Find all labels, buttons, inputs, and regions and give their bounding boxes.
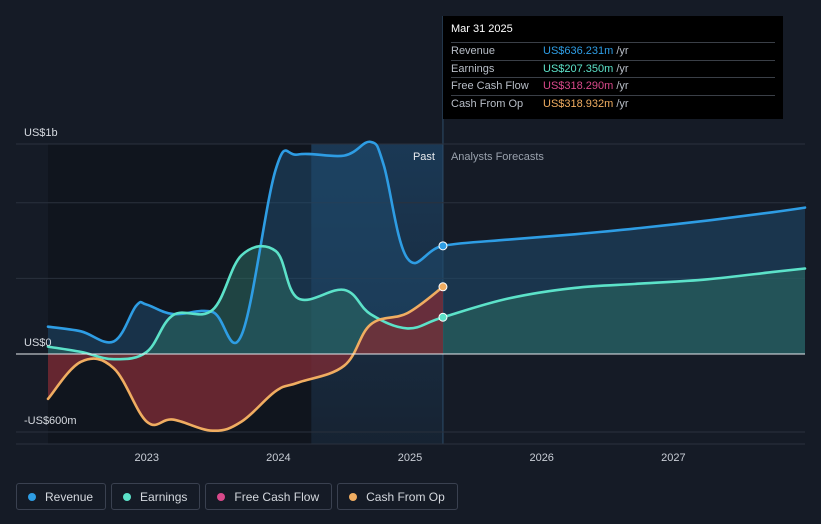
tooltip-label: Free Cash Flow [451,80,529,92]
x-tick-label: 2023 [134,452,158,464]
tooltip-label: Revenue [451,45,496,57]
x-tick-label: 2026 [529,452,553,464]
tooltip-value: US$318.290m [543,80,614,92]
revenue-marker [438,241,448,251]
tooltip-date: Mar 31 2025 [451,23,775,43]
tooltip-unit: /yr [616,45,629,57]
tooltip-row-revenue: Revenue US$636.231m /yr [451,43,775,61]
legend-label: Revenue [45,489,94,504]
legend-label: Cash From Op [366,489,445,504]
earnings-line [46,244,807,361]
tooltip-row-earnings: Earnings US$207.350m /yr [451,61,775,78]
line-layer [16,140,807,433]
tooltip-label: Cash From Op [451,97,524,110]
tooltip-unit: /yr [616,80,629,92]
legend-item-earnings[interactable]: Earnings [111,483,201,510]
y-tick-label: -US$600m [24,415,77,427]
y-tick-label: US$0 [24,337,52,349]
legend-label: Free Cash Flow [234,489,320,504]
x-tick-label: 2024 [266,452,290,464]
tooltip-value: US$207.350m [543,62,614,75]
x-tick-label: 2027 [661,452,685,464]
cash-from-op-marker [438,282,448,292]
earnings-dot-icon [123,492,132,501]
tooltip-row-cfo: Cash From Op US$318.932m /yr [451,96,775,113]
legend: Revenue Earnings Free Cash Flow Cash Fro… [16,483,458,510]
tooltip: Mar 31 2025 Revenue US$636.231m /yr Earn… [443,16,783,119]
marker-layer [438,241,448,322]
x-tick-label: 2025 [398,452,422,464]
tooltip-row-fcf: Free Cash Flow US$318.290m /yr [451,78,775,96]
earnings-marker [438,312,448,322]
cash-from-op-area [48,286,443,431]
revenue-line [46,140,807,345]
legend-label: Earnings [140,489,188,504]
earnings-area [48,246,805,360]
tooltip-unit: /yr [616,97,629,110]
tooltip-label: Earnings [451,62,495,75]
legend-item-revenue[interactable]: Revenue [16,483,107,510]
area-layer [48,141,805,431]
tooltip-unit: /yr [616,62,629,75]
legend-item-cfo[interactable]: Cash From Op [337,483,458,510]
revenue-dot-icon [28,492,36,501]
forecast-label: Analysts Forecasts [451,151,544,163]
fcf-dot-icon [217,492,226,501]
legend-item-fcf[interactable]: Free Cash Flow [205,483,333,510]
past-label: Past [413,151,435,163]
text-layer: US$1b US$0 -US$600m 2023 2024 2025 2026 2027 Pas… [24,127,686,464]
tooltip-value: US$318.932m [543,97,614,110]
cash-from-op-line [46,285,445,433]
cfo-dot-icon [349,492,358,501]
y-tick-label: US$1b [24,127,58,139]
tooltip-value: US$636.231m [543,45,614,57]
